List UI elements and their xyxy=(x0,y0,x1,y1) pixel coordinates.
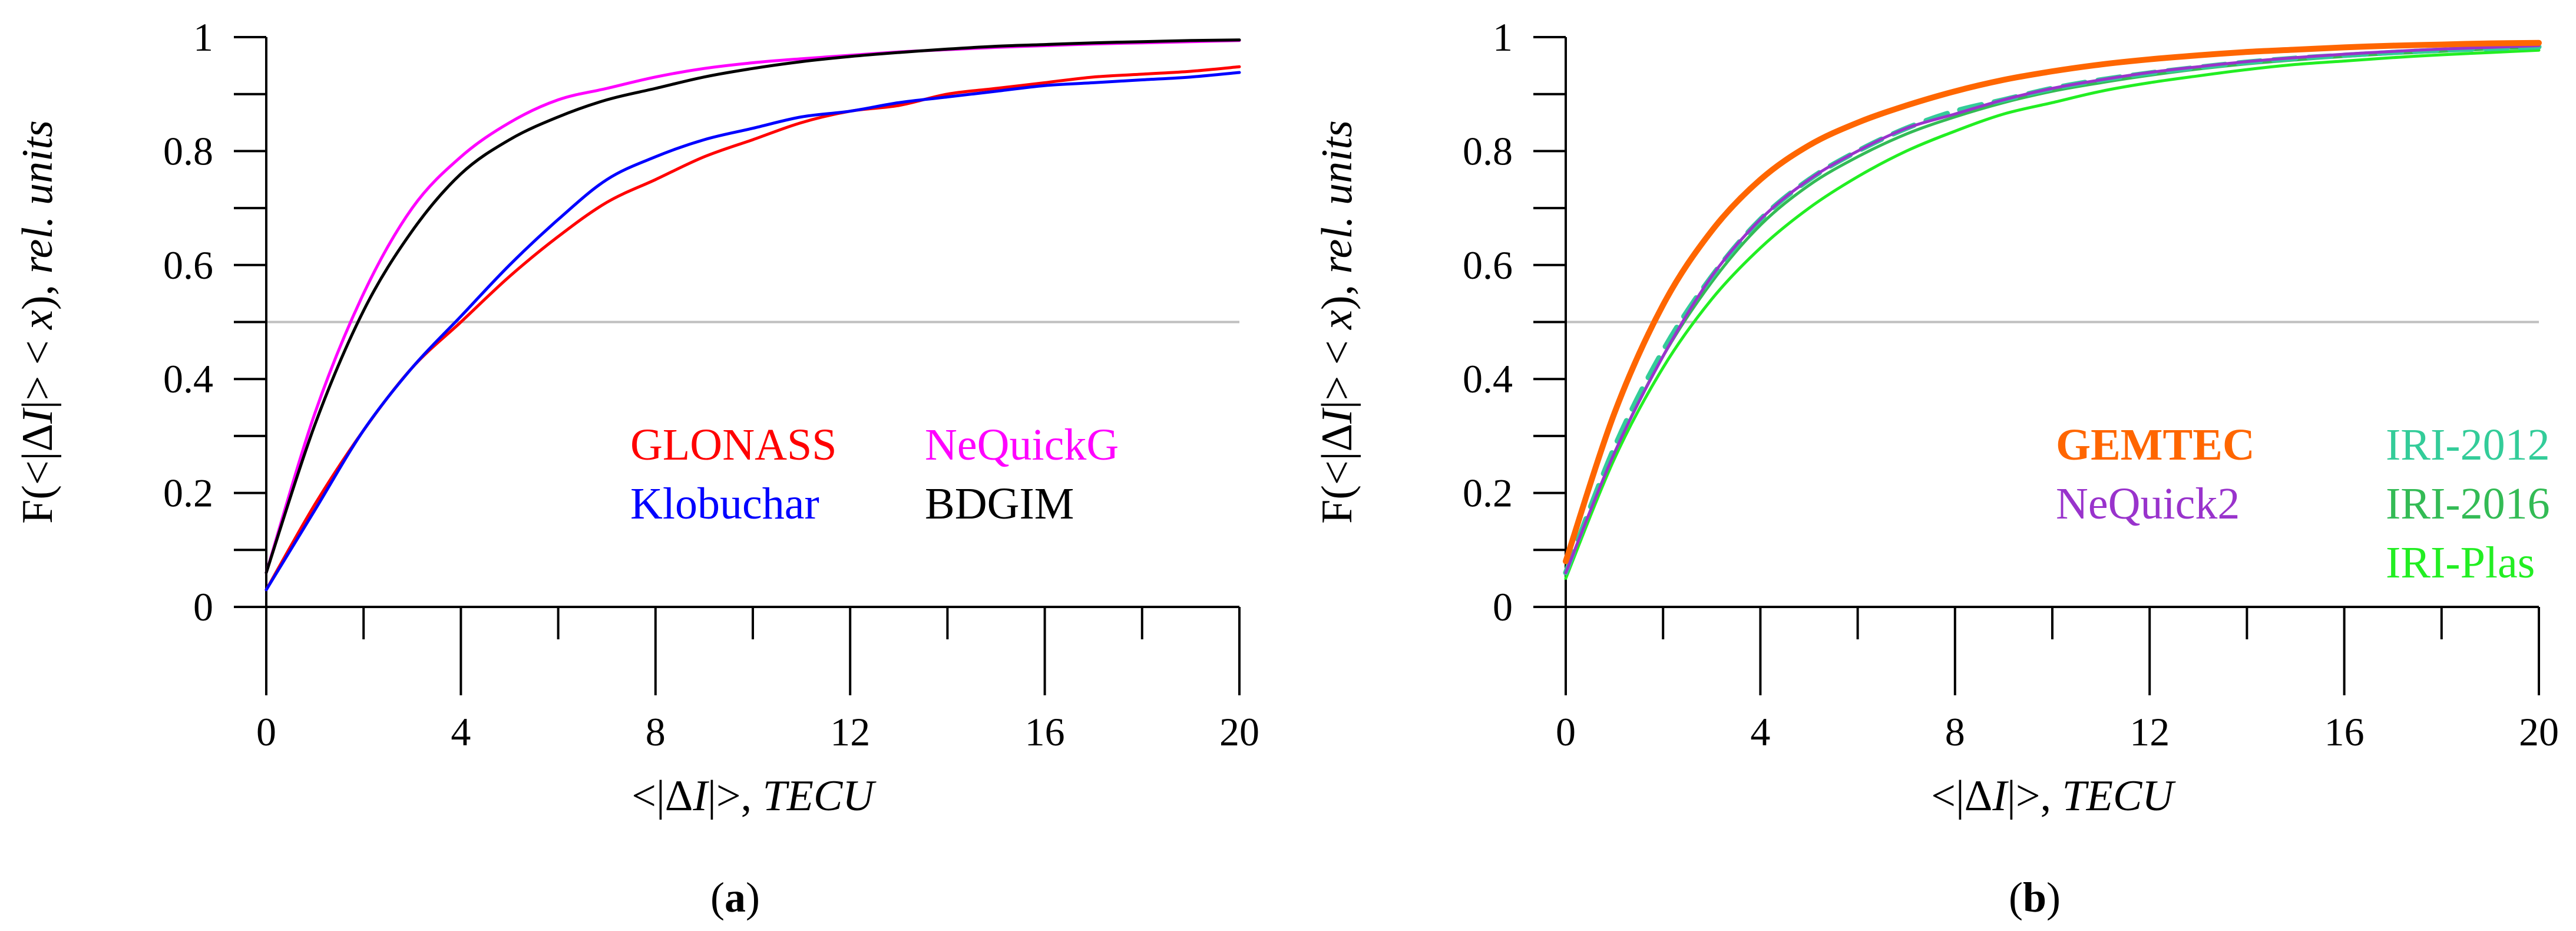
y-axis-title-part: |> < xyxy=(14,329,62,409)
y-tick-label: 1 xyxy=(1493,15,1513,60)
y-axis-title-part: rel. units xyxy=(14,120,62,273)
panel-caption: (b) xyxy=(2009,874,2061,921)
x-axis-title-part: TECU xyxy=(2062,772,2177,820)
x-axis-title: <|ΔI|>, TECU xyxy=(1931,772,2176,820)
y-tick-label: 1 xyxy=(193,15,213,60)
panel-caption-open: ( xyxy=(710,874,725,921)
x-tick-label: 12 xyxy=(830,709,870,754)
x-tick-label: 4 xyxy=(1750,709,1770,754)
x-axis-title-part: |>, xyxy=(707,772,763,820)
panel-caption-letter: b xyxy=(2023,874,2046,921)
legend-label-nequick2: NeQuick2 xyxy=(2056,479,2240,529)
x-tick-label: 0 xyxy=(256,709,276,754)
y-axis-title-part: I xyxy=(1313,407,1361,424)
x-tick-label: 12 xyxy=(2129,709,2170,754)
series-line-klobuchar xyxy=(264,71,1241,592)
x-tick-label: 16 xyxy=(1025,709,1065,754)
x-axis-title-part: |>, xyxy=(2007,772,2062,820)
legend-label-bdgim: BDGIM xyxy=(925,479,1074,529)
panel-caption-open: ( xyxy=(2009,874,2023,921)
x-axis-title-part: <|Δ xyxy=(1931,772,1992,820)
legend-label-glonass: GLONASS xyxy=(630,420,837,470)
legend-label-klobuchar: Klobuchar xyxy=(630,479,819,529)
y-tick-label: 0.2 xyxy=(1463,471,1513,516)
y-axis-title: F(<|ΔI|> < x), rel. units xyxy=(1313,120,1361,524)
y-tick-label: 0.6 xyxy=(1463,243,1513,288)
panel-caption-letter: a xyxy=(725,874,746,921)
x-tick-label: 20 xyxy=(1219,709,1259,754)
y-tick-label: 0.6 xyxy=(163,243,213,288)
panel-caption-close: ) xyxy=(746,874,760,921)
series-line-nequick2 xyxy=(1564,44,2541,575)
x-tick-label: 16 xyxy=(2324,709,2365,754)
y-axis-title-part: F(<|Δ xyxy=(1313,424,1361,524)
x-axis-title-part: <|Δ xyxy=(631,772,693,820)
legend-label-iri-2012: IRI-2012 xyxy=(2386,420,2550,470)
y-tick-label: 0.2 xyxy=(163,471,213,516)
x-tick-label: 8 xyxy=(646,709,666,754)
legend-label-iri-2016: IRI-2016 xyxy=(2386,479,2550,529)
x-axis-title-part: TECU xyxy=(763,772,877,820)
y-axis-title-part: ), xyxy=(14,273,62,310)
series-line-gemtec xyxy=(1563,39,2542,564)
y-axis-title-part: x xyxy=(1313,310,1361,330)
x-tick-label: 20 xyxy=(2519,709,2559,754)
x-axis-title-part: I xyxy=(692,772,709,820)
x-axis-title-part: I xyxy=(1992,772,2009,820)
x-tick-label: 8 xyxy=(1945,709,1965,754)
y-axis-title-part: I xyxy=(14,407,62,424)
x-tick-label: 0 xyxy=(1556,709,1576,754)
y-tick-label: 0.4 xyxy=(1463,356,1513,401)
chart-panel-b: 0 0.2 0.4 0.6 0.8 1 0 4 8 12 16 20 GEMTEC IRI-2012 NeQ… xyxy=(1313,15,2559,921)
y-axis-title-part: ), xyxy=(1313,273,1361,310)
y-tick-label: 0.8 xyxy=(163,128,213,173)
y-axis-title: F(<|ΔI|> < x), rel. units xyxy=(14,120,62,524)
y-axis-title-part: rel. units xyxy=(1313,120,1361,273)
x-axis-title: <|ΔI|>, TECU xyxy=(631,772,877,820)
y-axis-title-part: x xyxy=(14,310,62,330)
series-line-bdgim xyxy=(264,38,1241,575)
legend-label-nequickg: NeQuickG xyxy=(925,420,1119,470)
chart-panel-a: 0 0.2 0.4 0.6 0.8 1 0 4 8 12 16 20 GLONASS NeQuickG Kl… xyxy=(14,15,1259,921)
y-tick-label: 0.8 xyxy=(1463,128,1513,173)
y-axis-title-part: |> < xyxy=(1313,329,1361,409)
x-tick-label: 4 xyxy=(451,709,471,754)
y-axis-title-part: F(<|Δ xyxy=(14,424,62,524)
y-tick-label: 0.4 xyxy=(163,356,213,401)
y-tick-label: 0 xyxy=(193,585,213,629)
legend-label-iri-plas: IRI-Plas xyxy=(2386,538,2535,587)
legend-label-gemtec: GEMTEC xyxy=(2056,420,2255,470)
panel-caption-close: ) xyxy=(2046,874,2061,921)
series-line-iri-plas xyxy=(1564,48,2541,580)
y-tick-label: 0 xyxy=(1493,585,1513,629)
panel-caption: (a) xyxy=(710,874,760,921)
